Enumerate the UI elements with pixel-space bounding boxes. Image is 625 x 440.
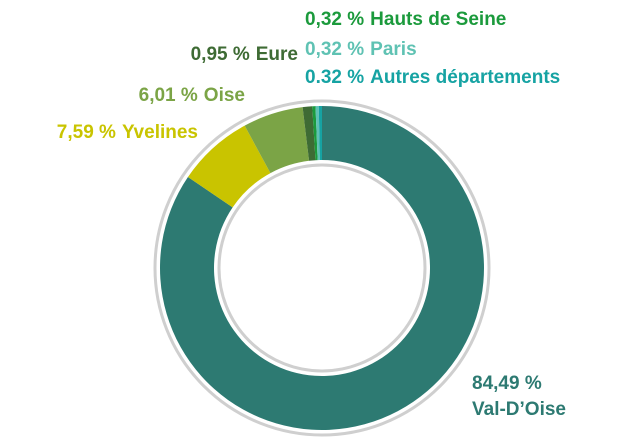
donut-slice (244, 107, 310, 174)
category-label: Yvelines (122, 122, 198, 143)
value-label: 0,32 % (305, 39, 364, 60)
slice-label: 0,32 % Hauts de Seine (305, 9, 506, 30)
slice-label: 84,49 % (472, 373, 542, 394)
category-label: Hauts de Seine (370, 9, 506, 30)
category-label: Paris (370, 39, 416, 60)
slice-label: 0,32 % Paris (305, 39, 417, 60)
category-label: Eure (256, 44, 298, 65)
inner-ring (217, 163, 427, 373)
category-label: Oise (204, 85, 245, 106)
donut-slice (312, 106, 318, 161)
slice-label: 0,95 % Eure (191, 44, 298, 65)
donut-slice (302, 106, 316, 161)
slice-label: 7,59 % Yvelines (57, 122, 198, 143)
donut-slice (159, 106, 484, 430)
donut-slice (318, 106, 322, 161)
value-label: 0,32 % (305, 9, 364, 30)
donut-slice (315, 106, 320, 161)
category-label: Val-D’Oise (472, 399, 566, 420)
slice-label: Val-D’Oise (472, 399, 566, 420)
value-label: 0.32 % (305, 67, 364, 88)
slice-label: 6,01 % Oise (139, 85, 245, 106)
value-label: 0,95 % (191, 44, 250, 65)
value-label: 84,49 % (472, 373, 542, 394)
donut-slice (187, 125, 271, 208)
value-label: 7,59 % (57, 122, 116, 143)
category-label: Autres départements (370, 67, 560, 88)
outer-ring (153, 99, 491, 437)
value-label: 6,01 % (139, 85, 198, 106)
slice-label: 0.32 % Autres départements (305, 67, 560, 88)
